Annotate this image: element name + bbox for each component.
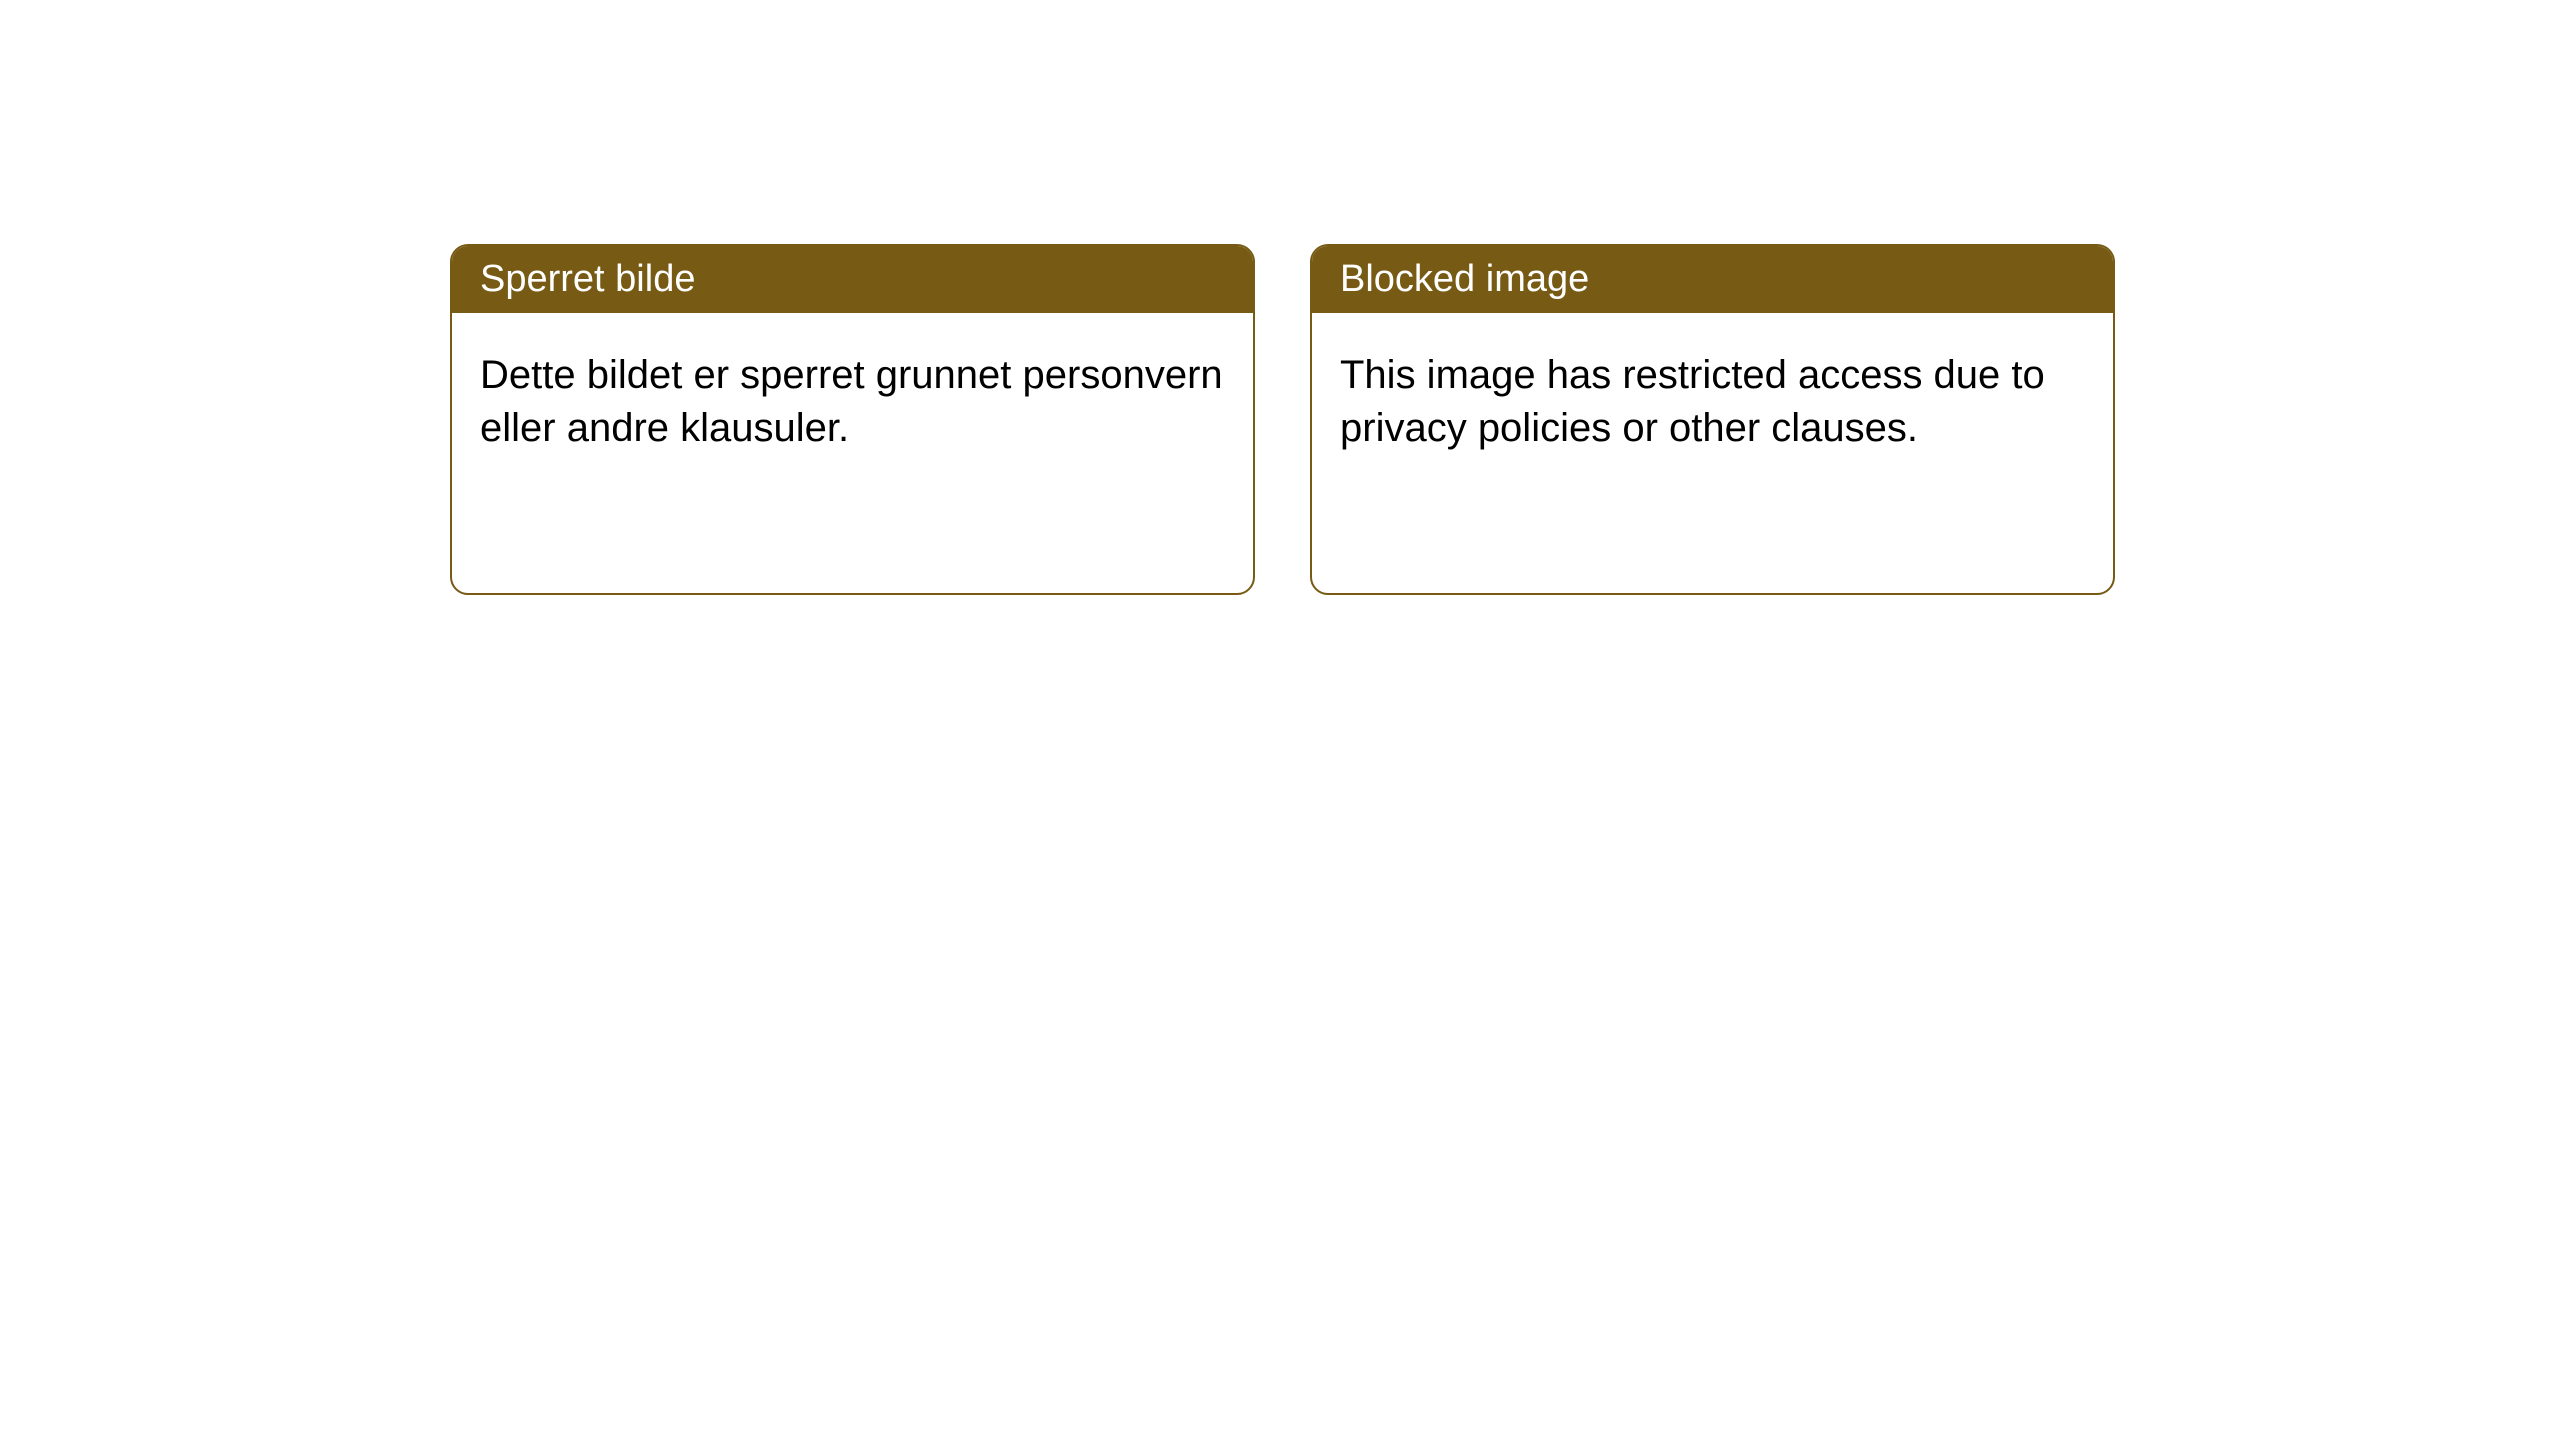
notice-card-english: Blocked image This image has restricted … [1310, 244, 2115, 595]
notice-title: Blocked image [1340, 258, 1589, 300]
notice-body-text: This image has restricted access due to … [1340, 353, 2045, 450]
notice-container: Sperret bilde Dette bildet er sperret gr… [0, 0, 2560, 595]
notice-body-text: Dette bildet er sperret grunnet personve… [480, 353, 1223, 450]
notice-card-norwegian: Sperret bilde Dette bildet er sperret gr… [450, 244, 1255, 595]
notice-header: Sperret bilde [452, 246, 1253, 313]
notice-body: This image has restricted access due to … [1312, 313, 2113, 593]
notice-body: Dette bildet er sperret grunnet personve… [452, 313, 1253, 593]
notice-header: Blocked image [1312, 246, 2113, 313]
notice-title: Sperret bilde [480, 258, 695, 300]
